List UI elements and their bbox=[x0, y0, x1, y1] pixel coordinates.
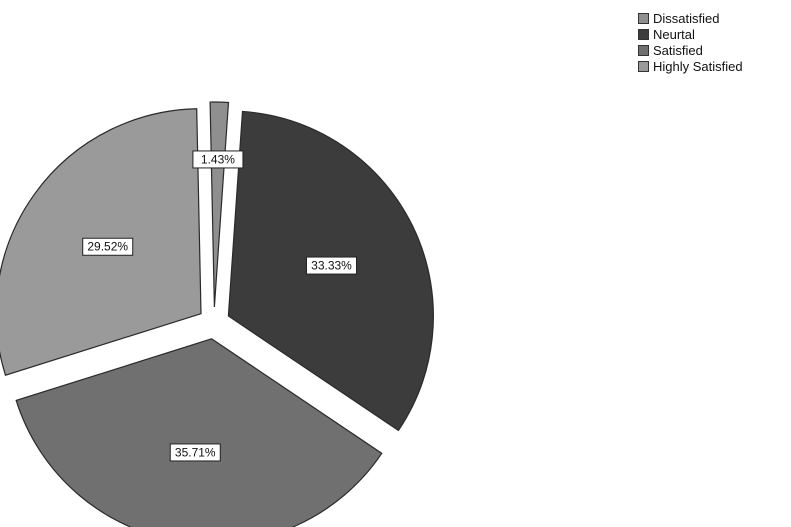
legend-label: Satisfied bbox=[653, 42, 703, 58]
data-label-box bbox=[169, 443, 221, 462]
legend-item-neurtal: Neurtal bbox=[638, 26, 743, 42]
data-label-text: 1.43% bbox=[201, 152, 235, 166]
legend-label: Dissatisfied bbox=[653, 10, 720, 26]
pie-data-labels: 1.43% 33.33% 35.71% 29.52% bbox=[82, 150, 358, 462]
data-label-box bbox=[306, 256, 358, 275]
legend-item-highly-satisfied: Highly Satisfied bbox=[638, 58, 743, 74]
legend: Dissatisfied Neurtal Satisfied Highly Satis… bbox=[638, 10, 743, 74]
legend-item-dissatisfied: Dissatisfied bbox=[638, 10, 743, 26]
legend-label: Highly Satisfied bbox=[653, 58, 743, 74]
legend-label: Neurtal bbox=[653, 26, 695, 42]
data-label-text: 33.33% bbox=[311, 259, 352, 273]
data-label-neurtal: 33.33% bbox=[306, 256, 358, 275]
pie-slice-dissatisfied bbox=[209, 101, 230, 308]
data-label-box bbox=[192, 150, 244, 169]
legend-swatch bbox=[638, 60, 649, 72]
data-label-dissatisfied: 1.43% bbox=[192, 150, 244, 169]
legend-item-satisfied: Satisfied bbox=[638, 42, 743, 58]
data-label-box bbox=[82, 237, 134, 256]
legend-swatch bbox=[638, 44, 649, 56]
legend-swatch bbox=[638, 28, 649, 40]
data-label-text: 29.52% bbox=[87, 240, 128, 254]
data-label-text: 35.71% bbox=[175, 445, 216, 459]
data-label-highly-satisfied: 29.52% bbox=[82, 237, 134, 256]
data-label-satisfied: 35.71% bbox=[169, 443, 221, 462]
pie-slice-satisfied bbox=[15, 338, 383, 527]
legend-swatch bbox=[638, 12, 649, 24]
